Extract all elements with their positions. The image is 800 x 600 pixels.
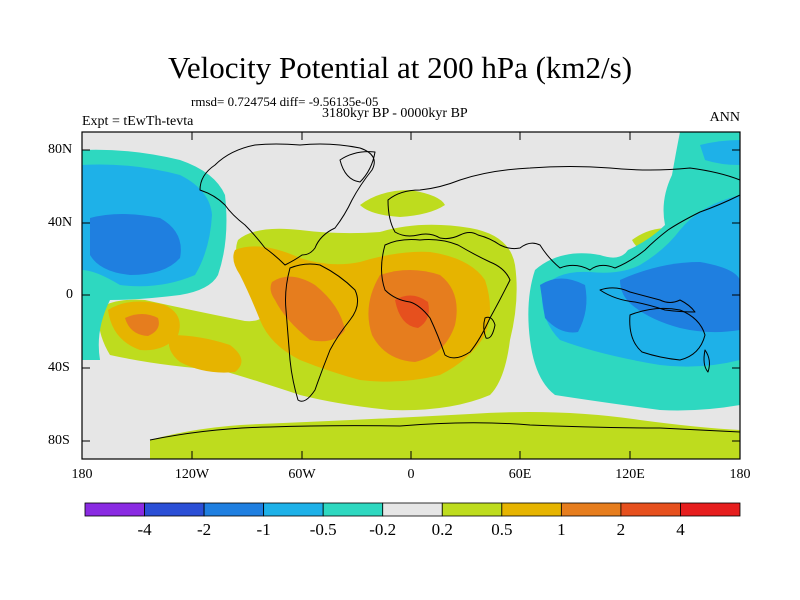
region-amazon-strong — [270, 276, 345, 342]
coast-australia — [629, 307, 706, 361]
colorbar-label: -0.2 — [369, 520, 397, 539]
colorbar-label: 1 — [557, 520, 566, 539]
coast-south-america — [285, 263, 359, 402]
lon-label-180e: 180 — [729, 467, 751, 482]
colorbar-label: -2 — [196, 520, 212, 539]
colorbar-label: -0.5 — [309, 520, 337, 539]
lon-label-180w: 180 — [71, 467, 93, 482]
colorbar-swatch — [263, 502, 324, 517]
region-arctic-neutral — [82, 132, 260, 150]
colorbar-label: -4 — [137, 520, 152, 539]
region-westpacific-strong-negative — [620, 262, 740, 333]
region-indianocean-strong-negative — [540, 278, 587, 333]
colorbar-label: 4 — [676, 520, 685, 539]
region-pacific-strong — [125, 314, 159, 336]
region-africa-peak — [395, 295, 429, 328]
colorbar-swatch — [560, 502, 622, 517]
coast-new-zealand — [703, 349, 710, 373]
lon-label-120w: 120W — [174, 467, 210, 482]
lon-label-0: 0 — [407, 467, 415, 482]
lat-label-40n: 40N — [48, 215, 73, 230]
map-field — [82, 132, 740, 459]
period-text: 3180kyr BP - 0000kyr BP — [322, 106, 468, 121]
colorbar-swatch — [144, 502, 205, 517]
colorbar-label: 0.5 — [491, 520, 513, 539]
coast-greenland — [339, 151, 376, 183]
colorbar — [84, 502, 741, 517]
coastlines — [149, 143, 741, 441]
lon-label-60e: 60E — [508, 467, 532, 482]
season-label: ANN — [709, 110, 740, 125]
colorbar-swatch — [501, 502, 562, 517]
region-arctic-moderate-negative — [700, 140, 740, 165]
map-title: Velocity Potential at 200 hPa (km2/s) — [167, 50, 633, 85]
colorbar-swatch — [382, 502, 443, 517]
region-northpacific-strong-negative — [90, 214, 181, 275]
colorbar-swatch — [84, 502, 145, 517]
colorbar-swatch — [203, 502, 265, 517]
coast-north-america — [199, 143, 375, 266]
colorbar-label: 0.2 — [431, 520, 453, 539]
lon-label-120e: 120E — [615, 467, 645, 482]
lon-label-60w: 60W — [288, 467, 316, 482]
coast-madagascar — [483, 316, 496, 339]
colorbar-swatch — [680, 502, 741, 517]
lat-label-80n: 80N — [48, 142, 73, 157]
region-southpacific-moderate — [168, 335, 242, 373]
lat-label-80s: 80S — [48, 433, 70, 448]
region-europe-positive — [360, 190, 445, 217]
coast-eurasia — [387, 166, 741, 271]
lat-label-40s: 40S — [48, 360, 70, 375]
colorbar-label: 2 — [616, 520, 626, 539]
stats-text: rmsd= 0.724754 diff= -9.56135e-05 — [191, 94, 379, 109]
coast-africa — [381, 239, 511, 359]
lat-label-eq: 0 — [66, 287, 73, 302]
colorbar-swatch — [620, 502, 681, 517]
colorbar-swatch — [322, 502, 384, 517]
coast-antarctica — [149, 422, 741, 441]
colorbar-label: -1 — [256, 520, 271, 539]
colorbar-swatch — [441, 502, 503, 517]
coast-maritime-continent — [599, 287, 696, 313]
experiment-label: Expt = tEwTh-tevta — [82, 114, 194, 129]
region-antarctic-positive — [150, 412, 740, 459]
axis-ticks — [81, 132, 741, 459]
